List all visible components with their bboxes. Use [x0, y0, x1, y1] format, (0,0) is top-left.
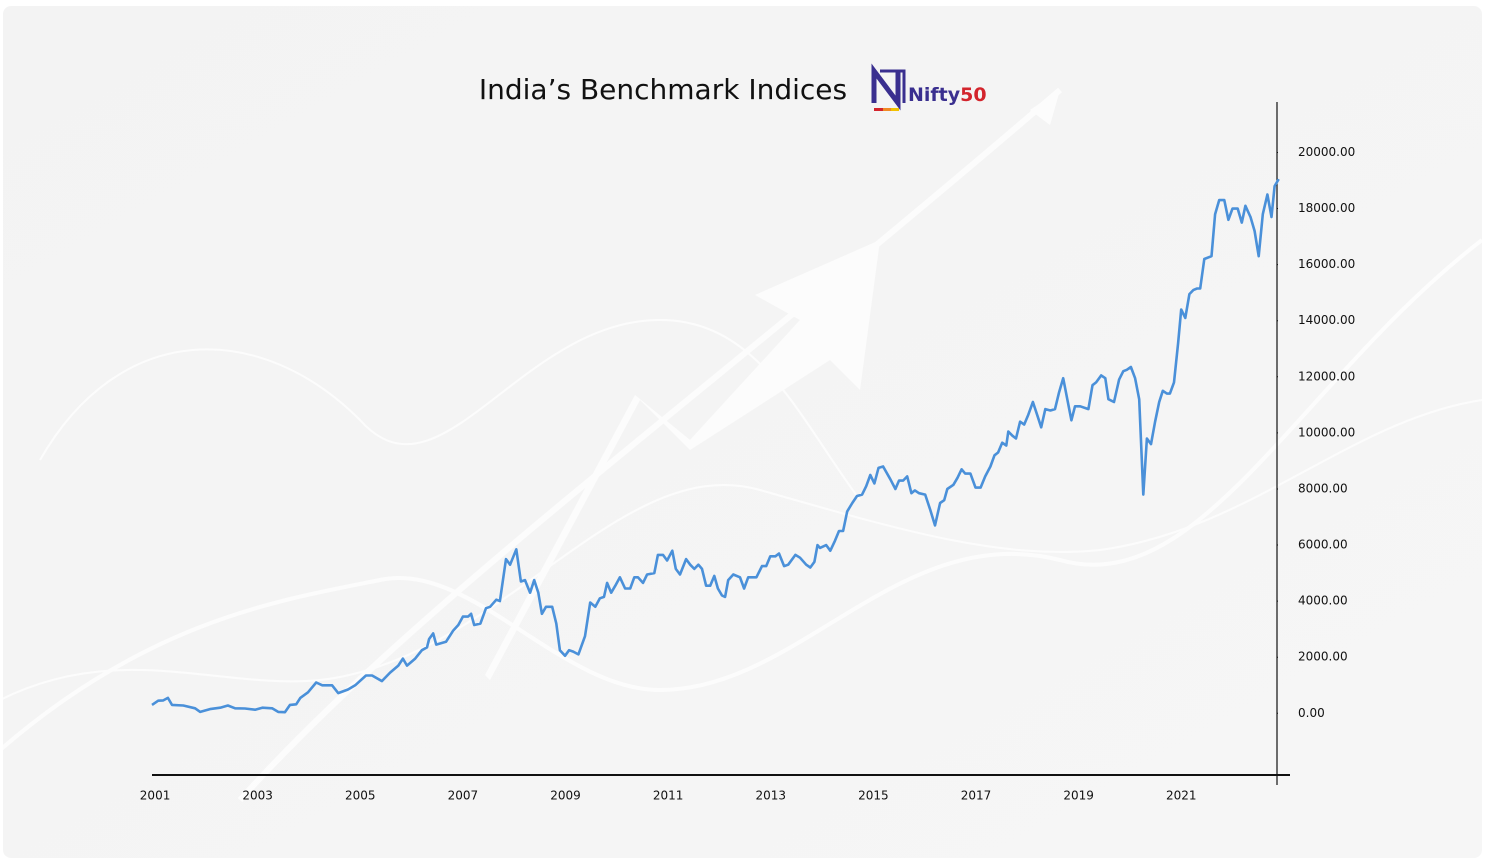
x-tick-label: 2015 — [858, 789, 889, 803]
logo-number: 50 — [960, 84, 986, 106]
logo-icon — [871, 63, 906, 111]
x-tick-label: 2001 — [140, 789, 171, 803]
logo-text: Nifty50 — [908, 84, 987, 106]
y-tick-label: 16000.00 — [1298, 257, 1355, 271]
x-tick-label: 2003 — [242, 789, 273, 803]
x-tick-label: 2011 — [653, 789, 684, 803]
data-line — [151, 178, 1280, 714]
x-tick-label: 2019 — [1063, 789, 1094, 803]
y-tick-label: 0.00 — [1298, 706, 1325, 720]
y-tick-label: 4000.00 — [1298, 594, 1348, 608]
logo-name: Nifty — [908, 84, 961, 106]
x-tick-label: 2013 — [755, 789, 786, 803]
x-tick-label: 2009 — [550, 789, 581, 803]
decoration — [0, 87, 1484, 803]
y-tick-label: 10000.00 — [1298, 425, 1355, 439]
y-tick-label: 18000.00 — [1298, 201, 1355, 215]
y-tick-label: 6000.00 — [1298, 538, 1348, 552]
y-tick-label: 8000.00 — [1298, 481, 1348, 495]
x-tick-label: 2021 — [1166, 789, 1197, 803]
chart-title: India’s Benchmark Indices — [479, 73, 847, 106]
x-tick-label: 2017 — [961, 789, 992, 803]
x-tick-label: 2005 — [345, 789, 376, 803]
y-tick-label: 20000.00 — [1298, 145, 1355, 159]
y-tick-label: 12000.00 — [1298, 369, 1355, 383]
x-tick-label: 2007 — [448, 789, 479, 803]
y-tick-label: 2000.00 — [1298, 650, 1348, 664]
background — [3, 6, 1482, 858]
y-tick-label: 14000.00 — [1298, 313, 1355, 327]
